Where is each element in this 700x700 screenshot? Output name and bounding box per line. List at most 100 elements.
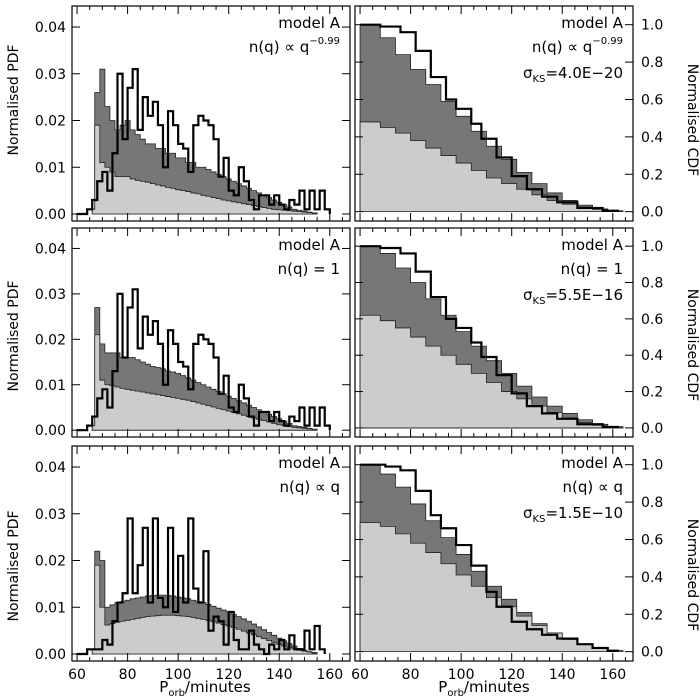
annotation-sigma-ks: σKS=1.5E−10 [523,504,623,525]
y-tick-label-0.8: 0.8 [641,55,663,71]
y-tick-label-0.8: 0.8 [641,495,663,511]
y-tick-label-0.03: 0.03 [35,287,66,303]
pdf-model-light-histogram [91,334,318,431]
cdf-panel-row1: 0.0 0.2 0.4 0.6 0.8 1.0 model A n(q) ∝ q−0.99 σK… [354,5,663,222]
y-tick-label-0.04: 0.04 [35,20,66,36]
y-tick-label-0.0: 0.0 [641,205,663,221]
annotation-model: model A [561,454,623,472]
sigma-symbol: σ [523,504,533,522]
x-tick-label-60: 60 [68,667,86,683]
y-tick-label-0.02: 0.02 [35,114,66,130]
panel-frame [71,227,351,438]
plot-area [359,23,624,213]
x-tick-label-120: 120 [215,667,242,683]
x-axis-label-left: Porb/minutes [159,678,251,699]
y-tick-label-0.00: 0.00 [35,423,66,439]
y-tick-label-0.2: 0.2 [641,385,663,401]
y-tick-label-1.0: 1.0 [641,18,663,34]
annotation-sigma-ks: σKS=4.0E−20 [523,64,623,85]
y-tick-label-0.6: 0.6 [641,312,663,328]
annotation-law: n(q) ∝ q [562,478,623,496]
plot-area [359,245,624,429]
y-tick-label-0.03: 0.03 [35,507,66,523]
right-ylabel-row3: Normalised CDF [684,519,700,631]
y-tick-label-0.04: 0.04 [35,241,66,257]
left-ylabel-row2: Normalised PDF [6,280,22,391]
cdf-panel-row2: 0.0 0.2 0.4 0.6 0.8 1.0 model A n(q) = 1 σKS=5.5… [354,227,663,438]
pdf-model-light-histogram [91,124,318,215]
left-ylabel-row3: Normalised PDF [6,510,22,621]
y-tick-label-0.00: 0.00 [35,647,66,663]
panel-frame [354,5,634,222]
sigma-subscript: KS [533,296,546,307]
y-tick-label-0.00: 0.00 [35,207,66,223]
plot-area [77,517,326,656]
cdf-model-light-histogram [359,314,624,429]
law-text: n(q) ∝ q [532,38,593,56]
pdf-panel-row1: 0.00 0.01 0.02 0.03 0.04 model A n(q) ∝ q−0.99 [35,5,351,223]
annotation-law: n(q) ∝ q−0.99 [249,36,340,56]
x-axis-label-right: Porb/minutes [438,678,530,699]
law-text: n(q) ∝ q [562,478,623,496]
x-label-tail: /minutes [185,678,251,696]
sigma-symbol: σ [523,64,533,82]
pdf-model-light-histogram [91,564,318,655]
law-exponent: −0.99 [592,36,623,47]
annotation-model: model A [278,236,340,254]
y-tick-label-0.03: 0.03 [35,67,66,83]
annotation-model: model A [561,236,623,254]
plot-area [77,288,331,432]
right-ylabel-row2: Normalised CDF [684,289,700,401]
y-tick-label-0.0: 0.0 [641,645,663,661]
y-tick-label-0.6: 0.6 [641,92,663,108]
pdf-panel-row2: 0.00 0.01 0.02 0.03 0.04 model A n(q) = 1 [35,227,351,439]
sigma-symbol: σ [523,286,533,304]
pdf-panel-row3: 60 80 100 120 140 160 0.00 0.01 0.02 0.03 0.04 mode… [35,445,351,683]
plot-area [77,67,331,216]
law-text: n(q) = 1 [278,260,340,278]
annotation-model: model A [561,14,623,32]
cdf-panel-row3: 60 80 100 120 140 160 0.0 0.2 0.4 0.6 0.8 1.0 model … [351,445,663,683]
sigma-value: =5.5E−16 [545,286,623,304]
annotation-sigma-ks: σKS=5.5E−16 [523,286,623,307]
panel-frame [71,445,351,662]
x-tick-label-80: 80 [119,667,137,683]
x-tick-label-60: 60 [351,667,369,683]
x-tick-label-160: 160 [599,667,626,683]
y-tick-label-0.8: 0.8 [641,276,663,292]
annotation-law: n(q) ∝ q [279,478,340,496]
x-tick-label-160: 160 [316,667,343,683]
annotation-law: n(q) ∝ q−0.99 [532,36,623,56]
y-tick-label-0.01: 0.01 [35,378,66,394]
sigma-subscript: KS [533,514,546,525]
pdf-observed-histogram [77,67,331,216]
x-label-main: P [438,678,447,696]
annotation-law: n(q) = 1 [561,260,623,278]
law-exponent: −0.99 [309,36,340,47]
cdf-observed-histogram [360,23,619,212]
cdf-observed-histogram [360,245,619,429]
left-ylabel-row1: Normalised PDF [6,44,22,155]
right-ylabel-row1: Normalised CDF [684,64,700,176]
x-tick-label-100: 100 [448,667,475,683]
x-tick-label-140: 140 [549,667,576,683]
x-tick-label-140: 140 [266,667,293,683]
cdf-observed-histogram [360,463,619,652]
y-tick-label-0.4: 0.4 [641,348,663,364]
plot-area [359,463,624,653]
y-tick-label-0.4: 0.4 [641,570,663,586]
x-label-sub: orb [168,688,185,699]
x-label-main: P [159,678,168,696]
annotation-model: model A [278,454,340,472]
panel-frame [71,5,351,222]
annotation-law: n(q) = 1 [278,260,340,278]
sigma-subscript: KS [533,74,546,85]
panel-frame [354,445,634,662]
y-tick-label-0.04: 0.04 [35,460,66,476]
x-tick-label-100: 100 [165,667,192,683]
y-tick-label-0.01: 0.01 [35,600,66,616]
y-tick-label-0.0: 0.0 [641,421,663,437]
y-tick-label-1.0: 1.0 [641,239,663,255]
law-text: n(q) ∝ q [279,478,340,496]
